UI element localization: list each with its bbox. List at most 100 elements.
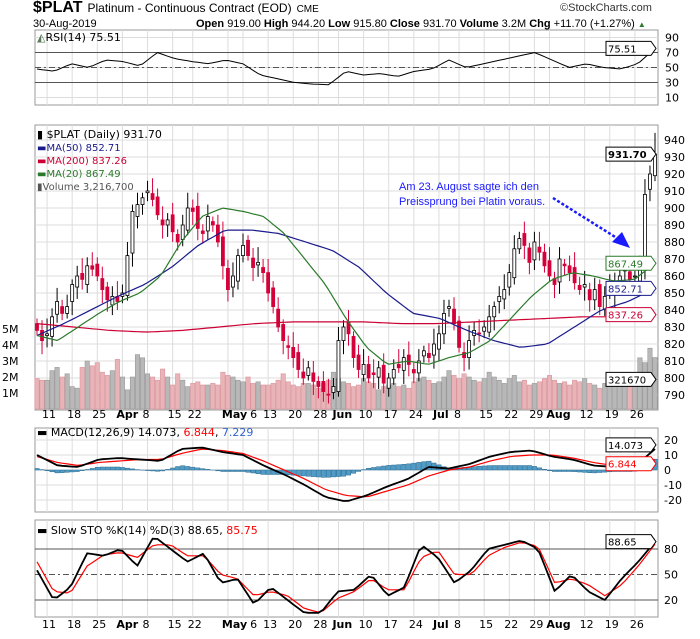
macd-histogram-bar: [89, 468, 95, 471]
high-label: High: [263, 18, 289, 30]
price-tick-label: 890: [664, 219, 685, 232]
price-legend: ▮ $PLAT (Daily) 931.70: [37, 128, 162, 141]
x-tick-label: 8: [454, 618, 461, 631]
volume-bar: [245, 376, 251, 410]
candle: [200, 230, 205, 234]
candle: [547, 260, 552, 277]
volume-icon: ▮: [37, 182, 43, 193]
volume-bar: [260, 384, 266, 410]
volume-bar: [59, 376, 65, 410]
macd-histogram-bar: [79, 469, 85, 471]
candle: [447, 306, 451, 309]
macd-histogram-bar: [320, 469, 326, 478]
volume-bar: [506, 378, 512, 410]
volume-bar: [155, 379, 161, 410]
candle: [572, 267, 577, 284]
macd-histogram-bar: [240, 469, 246, 472]
volume-bar: [195, 381, 201, 410]
ma20-line: [36, 207, 656, 365]
volume-bar: [140, 357, 146, 410]
x-tick-label: 10: [359, 408, 373, 421]
sto-tick-label: 80: [664, 543, 678, 556]
exchange: CME: [296, 4, 319, 15]
volume-bar: [265, 384, 271, 410]
candle: [421, 350, 426, 357]
macd-histogram-bar: [592, 469, 598, 474]
x-tick-label: 19: [605, 618, 619, 631]
candle: [40, 329, 44, 341]
macd-histogram-bar: [260, 469, 266, 475]
price-tick-label: 860: [664, 270, 685, 283]
volume-legend: ▮Volume 3,216,700: [37, 181, 134, 194]
macd-histogram-bar: [59, 469, 65, 473]
macd-value-label: 14.073: [608, 441, 643, 452]
sto-title: Slow STO %K(14) %D(3): [50, 524, 185, 537]
candle: [311, 372, 316, 382]
candle: [562, 263, 567, 267]
volume-bar: [567, 384, 573, 410]
x-tick-label: 13: [263, 408, 277, 421]
volume-bar: [79, 367, 85, 410]
volume-bar: [496, 379, 502, 410]
histogram-value: 7.229: [221, 426, 254, 439]
macd-histogram-bar: [165, 469, 171, 471]
volume-bar: [180, 379, 186, 410]
title-row: $PLAT Platinum - Continuous Contract (EO…: [33, 0, 319, 18]
ma50-value-label: 852.71: [608, 284, 643, 295]
macd-value-label-box: [605, 437, 657, 453]
candle: [532, 241, 537, 261]
candle: [336, 340, 341, 393]
ma20-value-label: 867.49: [608, 259, 643, 270]
chart-date: 30-Aug-2019: [33, 18, 97, 30]
volume-bar: [436, 381, 442, 410]
volume-value-label-box: [605, 371, 657, 387]
volume-bar: [235, 379, 241, 410]
price-tick-label: 820: [664, 338, 685, 351]
macd-histogram-bar: [511, 465, 517, 471]
sto-tick-label: 50: [664, 569, 678, 582]
candle: [110, 295, 115, 306]
candle: [135, 204, 140, 217]
candle: [90, 265, 95, 270]
price-tick-label: 830: [664, 321, 685, 334]
candle: [356, 354, 361, 370]
macd-histogram-bar: [265, 469, 271, 475]
change-value: +11.70 (+1.27%): [553, 18, 635, 30]
x-tick-label: 22: [504, 618, 518, 631]
x-tick-label: 11: [42, 408, 56, 421]
candle: [155, 196, 160, 216]
volume-bar: [44, 379, 50, 410]
candle: [386, 377, 391, 389]
ma20-value-label-box: [605, 255, 657, 271]
macd-legend: ▬ MACD(12,26,9) 14.073, 6.844, 7.229: [37, 426, 254, 439]
macd-histogram-bar: [426, 460, 432, 471]
volume-bar: [49, 370, 55, 410]
x-tick-label: 24: [409, 618, 423, 631]
candle: [170, 214, 175, 233]
volume-bar: [426, 379, 432, 410]
macd-histogram-bar: [406, 463, 412, 471]
x-tick-label: 12: [580, 408, 594, 421]
candle: [341, 326, 346, 342]
candle: [261, 267, 265, 273]
volume-bar: [305, 383, 311, 410]
volume-bar: [602, 383, 608, 410]
d-value: 85.75: [226, 524, 258, 537]
candle: [326, 393, 331, 396]
macd-histogram-bar: [205, 469, 211, 471]
x-tick-label: 20: [288, 618, 302, 631]
macd-histogram-bar: [230, 469, 236, 472]
candle: [185, 207, 190, 231]
candle: [195, 205, 200, 229]
volume-bar: [290, 384, 296, 410]
macd-histogram-bar: [582, 469, 588, 473]
candle: [55, 301, 59, 315]
candle: [452, 308, 456, 324]
macd-value: 14.073: [137, 426, 177, 439]
volume-bar: [541, 378, 547, 410]
candle: [527, 247, 532, 263]
candle: [361, 363, 366, 375]
volume-bar: [516, 381, 522, 410]
x-tick-label: 19: [605, 408, 619, 421]
